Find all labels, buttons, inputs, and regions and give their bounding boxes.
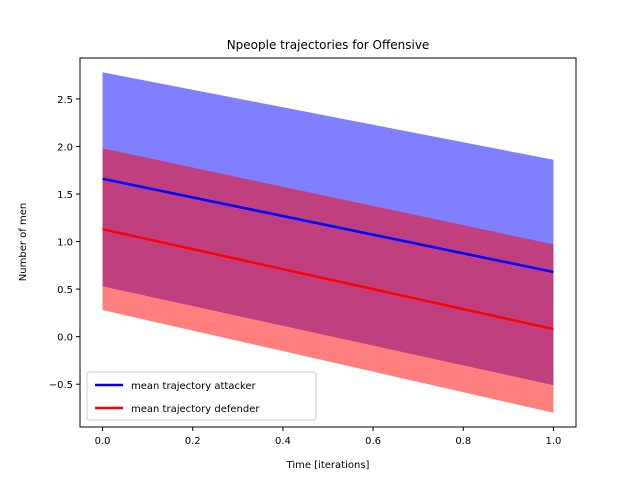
x-tick-label: 0.4 bbox=[275, 436, 291, 447]
y-tick-label: 1.5 bbox=[57, 190, 73, 201]
y-tick-label: 2.5 bbox=[57, 95, 73, 106]
x-tick-label: 0.2 bbox=[185, 436, 201, 447]
legend: mean trajectory attacker mean trajectory… bbox=[86, 371, 317, 421]
band-defender bbox=[102, 148, 554, 413]
legend-label-attacker: mean trajectory attacker bbox=[131, 381, 257, 392]
x-tick-label: 0.8 bbox=[455, 436, 471, 447]
x-tick-label: 0.6 bbox=[365, 436, 381, 447]
y-axis-ticks: −0.5 0.0 0.5 1.0 1.5 2.0 2.5 bbox=[49, 95, 80, 391]
y-tick-label: 0.0 bbox=[57, 333, 73, 344]
x-tick-label: 1.0 bbox=[546, 436, 562, 447]
y-axis-label: Number of men bbox=[18, 203, 29, 281]
plot-frame bbox=[79, 57, 577, 428]
x-axis-ticks: 0.0 0.2 0.4 0.6 0.8 1.0 bbox=[95, 427, 562, 447]
y-tick-label: −0.5 bbox=[49, 380, 73, 391]
line-attacker bbox=[102, 177, 554, 274]
series-lines bbox=[102, 177, 554, 331]
confidence-bands bbox=[102, 72, 554, 413]
y-tick-label: 1.0 bbox=[57, 238, 73, 249]
x-tick-label: 0.0 bbox=[95, 436, 111, 447]
legend-box bbox=[86, 371, 317, 421]
line-defender bbox=[102, 227, 554, 331]
y-tick-label: 2.0 bbox=[57, 142, 73, 153]
y-tick-label: 0.5 bbox=[57, 285, 73, 296]
chart-title: Npeople trajectories for Offensive bbox=[227, 38, 430, 52]
x-axis-label: Time [iterations] bbox=[286, 460, 370, 471]
legend-label-defender: mean trajectory defender bbox=[131, 404, 260, 415]
